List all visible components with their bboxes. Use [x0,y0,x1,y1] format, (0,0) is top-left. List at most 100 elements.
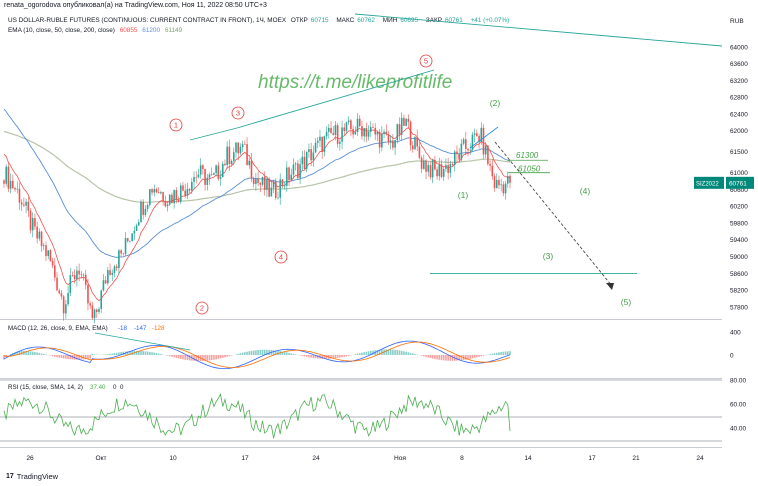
macd-histogram-bar [153,352,156,355]
price-axis-tick: 61000 [730,170,748,177]
candle-body [303,156,306,169]
candle-body [7,166,10,189]
pane-separator[interactable] [0,378,722,379]
candle-body [228,146,231,165]
macd-histogram-bar [34,352,36,355]
candle-body [96,309,98,312]
candle-body [155,189,158,193]
macd-histogram-bar [281,351,284,355]
macd-histogram-bar [67,355,69,360]
macd-histogram-bar [473,355,476,358]
candle-body [350,120,352,130]
macd-histogram-bar [206,355,209,361]
macd-histogram-bar [65,355,67,359]
macd-histogram-bar [396,350,399,355]
macd-histogram-bar [179,355,182,359]
price-axis-tick: 57800 [730,304,748,311]
macd-histogram-bar [288,352,290,355]
candle-body [27,201,30,211]
candle-body [232,152,235,161]
candle-body [341,127,343,142]
macd-histogram-bar [224,355,226,358]
candle-body [272,181,275,188]
macd-histogram-bar [493,353,496,355]
macd-histogram-bar [458,355,460,361]
candle-body [328,127,330,132]
candle-body [252,178,255,184]
ema200-value: 61149 [164,27,183,34]
candle-body [495,179,498,188]
macd-histogram-bar [363,352,365,355]
macd-histogram-bar [316,355,319,359]
candle-body [319,136,321,141]
candle-body [299,164,301,179]
candle-body [60,293,63,297]
candle-body [18,188,21,203]
macd-histogram-bar [303,355,306,357]
macd-histogram-bar [151,352,153,355]
macd-histogram-bar [347,355,350,356]
candle-body [246,144,248,166]
macd-histogram-bar [140,350,142,355]
macd-histogram-bar [290,353,293,355]
macd-histogram-bar [431,355,434,359]
candle-body [325,131,328,137]
macd-histogram-bar [312,355,315,358]
candle-body [131,233,133,242]
candle-body [365,128,368,137]
candle-body [363,128,365,137]
macd-histogram-bar [367,351,370,355]
macd-histogram-bar [257,350,259,355]
ohlc-high: МАКС 60762 [336,17,375,24]
candle-body [458,154,460,160]
candle-body [389,140,392,143]
pane-separator[interactable] [0,447,722,448]
macd-histogram-bar [440,355,443,361]
rsi-value: 37.40 [90,384,106,391]
macd-histogram-bar [40,353,43,355]
time-axis-tick: 17 [241,455,249,462]
macd-histogram-bar [118,352,120,355]
candle-body [374,127,377,135]
candle-body [31,218,34,231]
candle-body [434,159,436,170]
macd-histogram-bar [62,355,65,359]
candle-body [482,127,485,155]
candle-body [67,293,69,305]
time-axis-tick: 10 [169,455,177,462]
wave-label-green: (1) [458,190,469,200]
candle-body [279,179,282,198]
candle-body [301,156,304,165]
macd-histogram-bar [175,355,178,358]
trendline [469,126,499,149]
candle-body [65,304,67,314]
candle-body [111,273,114,275]
macd-histogram-bar [301,355,304,356]
macd-histogram-bar [465,355,467,360]
macd-histogram-bar [204,355,206,361]
price-axis-tick: 62000 [730,128,748,135]
macd-histogram-bar [89,355,91,359]
pane-separator[interactable] [0,319,722,320]
macd-histogram-bar [495,352,498,355]
macd-histogram-bar [87,355,89,359]
macd-histogram-bar [471,355,474,359]
candle-body [498,179,500,186]
ema50-value: 61200 [142,27,161,34]
price-axis-tick: 58600 [730,271,748,278]
price-axis-currency: RUB [730,18,744,25]
candle-body [36,226,38,239]
ema10-line [3,127,511,302]
macd-histogram-bar [111,353,114,355]
candle-body [427,165,430,172]
macd-histogram-bar [489,354,491,355]
candle-body [69,275,72,294]
macd-histogram-bar [325,355,328,359]
macd-histogram-bar [480,355,483,357]
candle-body [400,117,403,135]
candle-body [354,131,357,135]
candle-body [292,164,295,175]
macd-signal-line [3,341,511,368]
macd-histogram-bar [438,355,441,360]
